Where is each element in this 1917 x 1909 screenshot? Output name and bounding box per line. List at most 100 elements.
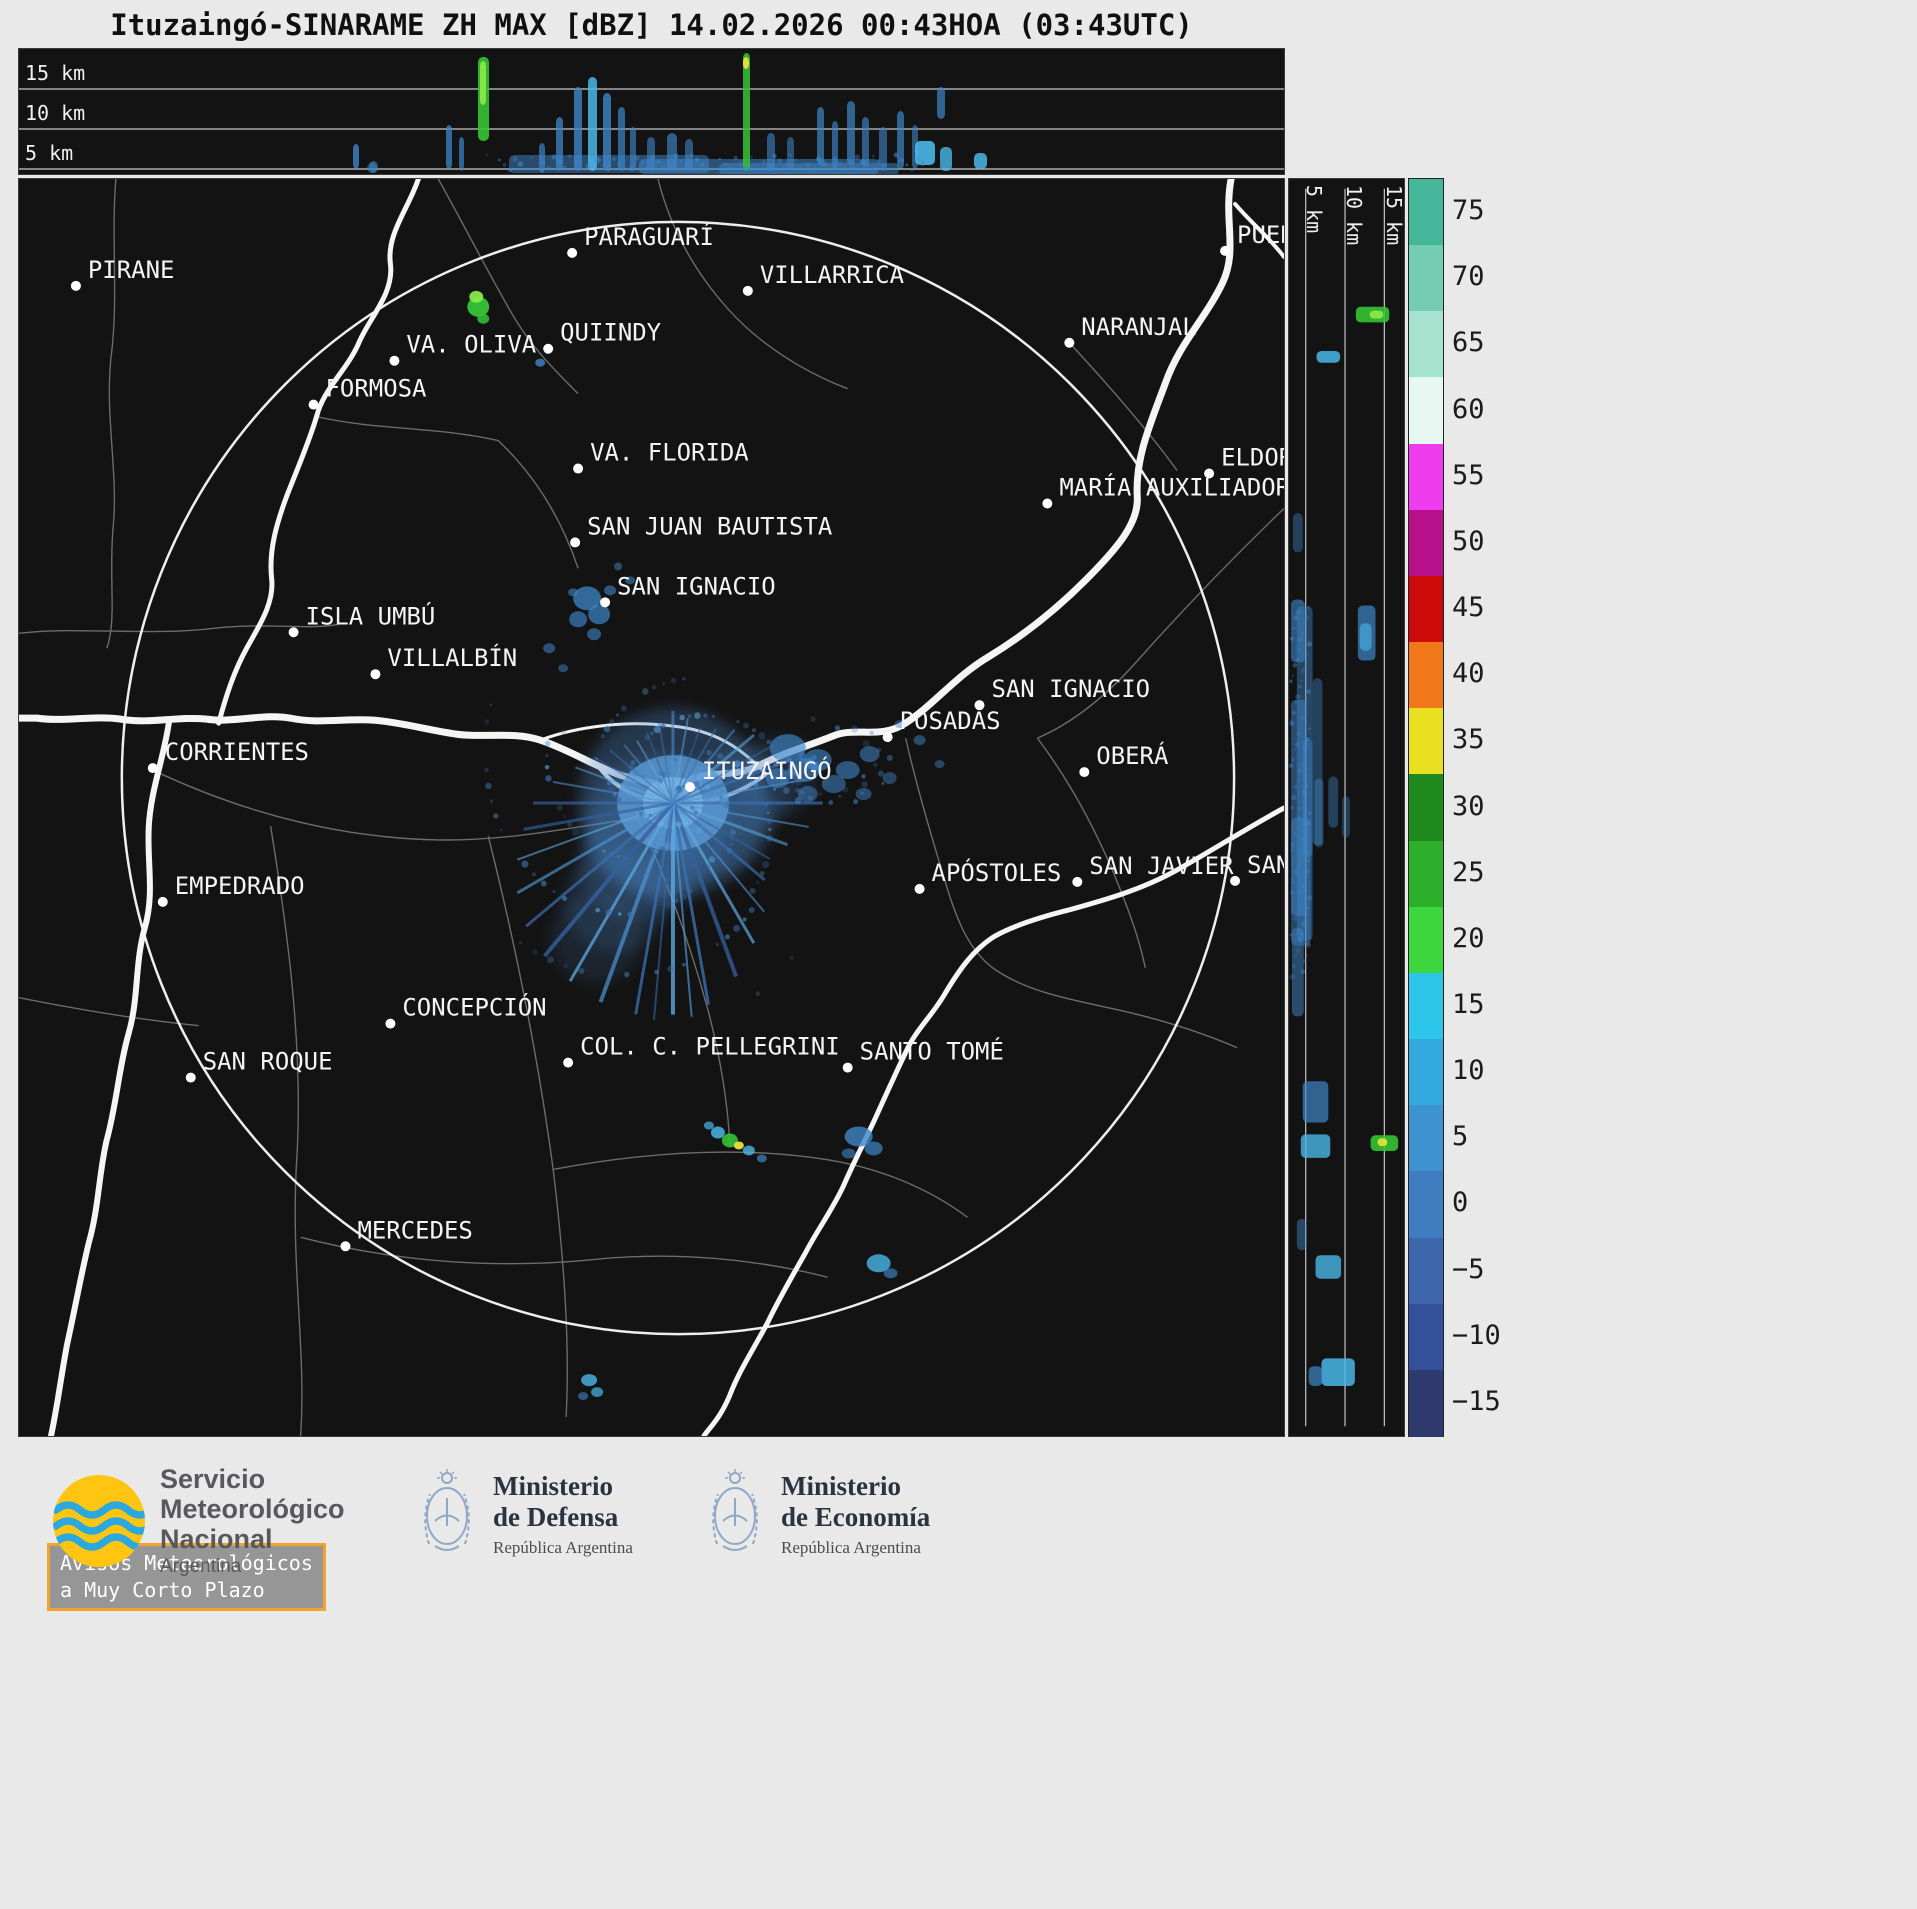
city-label: SAN ROQUE [203,1048,333,1076]
yz-altitude-label: 15 km [1382,185,1406,246]
city-label: MERCEDES [357,1216,472,1244]
echo-spoke [671,802,693,1017]
city-dot [70,280,81,291]
city-label: FORMOSA [326,375,427,403]
colorbar-tick: 50 [1452,525,1485,557]
smn-name-line2: Meteorológico [160,1494,345,1524]
echo-spoke [598,802,675,1003]
warning-line-2: a Muy Corto Plazo [60,1578,265,1602]
colorbar-band [1409,1237,1443,1305]
colorbar-band [1409,245,1443,312]
dbz-colorbar [1408,178,1444,1437]
colorbar-band [1409,575,1443,643]
city-dot [385,1018,396,1029]
city-label: SAN IGNACIO [991,675,1150,703]
city-dot [600,597,611,608]
city-label: VILLALBÍN [387,643,517,672]
city-label: CONCEPCIÓN [402,992,546,1022]
city-label: NARANJAL [1081,313,1196,341]
city-dot [1220,245,1231,256]
echo-spoke [672,802,771,860]
colorbar-band [1409,509,1443,577]
city-dot [1230,875,1241,886]
colorbar-tick: 60 [1452,393,1485,425]
colorbar-tick: 40 [1452,658,1485,690]
xz-radar-echoes [353,53,987,174]
colorbar-tick: 65 [1452,327,1485,359]
ministry-economia-block: Ministerio de Economía República Argenti… [703,1468,930,1560]
colorbar-band [1409,906,1443,974]
coat-of-arms-defensa-icon [424,1469,470,1551]
city-label: SANTO TOMÉ [860,1037,1004,1066]
colorbar-tick: −10 [1452,1319,1501,1351]
city-dot [573,463,584,474]
echo-spoke [672,733,756,805]
yz-altitude-label: 10 km [1342,185,1366,246]
colorbar-tick: 25 [1452,856,1485,888]
city-dot [570,537,581,548]
echo-spoke [592,756,674,804]
city-dot [389,355,400,366]
echo-spoke [672,728,736,804]
echo-spoke [543,801,675,958]
echo-spoke [671,802,739,978]
river-uruguay [701,805,1284,1436]
ministry-defensa-block: Ministerio de Defensa República Argentin… [415,1468,633,1560]
city-dot [185,1072,196,1083]
colorbar-band [1409,1171,1443,1239]
echo-spoke [525,801,674,928]
city-dot [288,627,299,638]
city-label: SAN JAVIER [1089,852,1234,880]
colorbar-band [1409,1303,1443,1371]
city-dot [308,399,319,410]
echo-spoke [575,766,674,804]
city-label: ITUZAINGÓ [702,755,832,785]
smn-name-line1: Servicio [160,1464,266,1494]
city-dot [684,782,695,793]
river-paraguay [216,179,421,726]
city-label: VILLARRICA [760,261,904,289]
city-label: POSADAS [900,707,1001,735]
colorbar-tick: −15 [1452,1385,1501,1417]
yz-cross-section-panel: 5 km 10 km 15 km [1288,178,1406,1437]
defensa-name-line2: de Defensa [493,1501,619,1532]
echo-spoke [636,740,674,804]
city-dot [563,1057,574,1068]
city-label: PARAGUARÍ [584,222,714,251]
echo-spoke [671,802,710,1005]
city-label: OBERÁ [1096,741,1168,770]
xz-altitude-label: 10 km [25,101,86,125]
city-dot [742,285,753,296]
city-dot [1064,337,1075,348]
smn-country: Argentina [160,1556,242,1577]
echo-spoke [623,744,674,804]
echo-spoke [634,802,675,1015]
smn-logo-block: Servicio Meteorológico Nacional Argentin… [52,1464,345,1578]
economia-sub: República Argentina [781,1537,921,1557]
colorbar-tick: 55 [1452,459,1485,491]
city-label: COL. C. PELLEGRINI [580,1033,840,1061]
colorbar-tick: 0 [1452,1187,1469,1219]
city-dot [914,883,925,894]
city-label: ELDORADO [1221,444,1284,472]
colorbar-band [1409,1369,1443,1437]
colorbar-band [1409,1105,1443,1172]
city-dot [543,343,554,354]
echo-spoke [552,780,674,804]
economia-name-line1: Ministerio [781,1470,901,1501]
city-label: PIRANE [88,256,175,284]
colorbar-band [1409,311,1443,379]
yz-altitude-label: 5 km [1302,185,1326,234]
river-branch-ne [1233,201,1284,259]
colorbar-band [1409,840,1443,908]
radar-map-panel: PIRANE PARAGUARÍ VILLARRICA QUIINDY VA. OLIV… [18,178,1285,1611]
colorbar-band [1409,179,1443,246]
city-label: PUERTO [1237,221,1284,249]
city-label: SAN [1247,851,1284,879]
city-dot [1204,468,1215,479]
page-title: Ituzaingó-SINARAME ZH MAX [dBZ] 14.02.20… [110,8,1193,42]
colorbar-tick: 5 [1452,1121,1469,1153]
colorbar-band [1409,708,1443,775]
city-label: VA. FLORIDA [590,439,749,467]
city-label: APÓSTOLES [932,857,1062,887]
